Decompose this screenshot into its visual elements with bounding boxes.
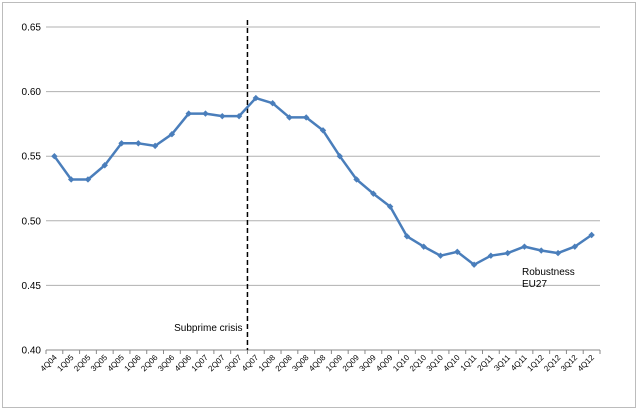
subprime-crisis-label: Subprime crisis bbox=[174, 323, 242, 334]
y-tick-label: 0.40 bbox=[22, 346, 42, 357]
data-point bbox=[538, 247, 545, 254]
x-tick-label: 4Q06 bbox=[173, 353, 194, 374]
data-point bbox=[185, 110, 192, 117]
y-tick-label: 0.65 bbox=[22, 23, 42, 34]
x-axis-ticks: 4Q041Q052Q053Q054Q051Q062Q063Q064Q061Q07… bbox=[39, 350, 601, 374]
x-tick-label: 3Q07 bbox=[223, 353, 244, 374]
data-point bbox=[202, 110, 209, 117]
data-point bbox=[151, 142, 159, 150]
data-point bbox=[84, 176, 92, 183]
data-point bbox=[303, 114, 310, 121]
x-tick-label: 4Q09 bbox=[374, 353, 395, 374]
x-tick-label: 4Q12 bbox=[576, 353, 597, 374]
data-point bbox=[403, 233, 411, 240]
data-point bbox=[521, 243, 528, 250]
x-tick-label: 2Q07 bbox=[206, 353, 227, 374]
x-tick-label: 1Q10 bbox=[391, 353, 412, 374]
x-tick-label: 4Q11 bbox=[509, 353, 529, 373]
series-line bbox=[53, 96, 593, 266]
x-tick-label: 3Q06 bbox=[156, 353, 177, 374]
y-tick-label: 0.55 bbox=[22, 152, 42, 163]
x-tick-label: 2Q10 bbox=[408, 353, 429, 374]
x-tick-label: 2Q08 bbox=[274, 353, 295, 374]
data-point bbox=[386, 203, 394, 210]
x-tick-label: 4Q10 bbox=[442, 353, 463, 374]
data-point bbox=[219, 112, 226, 120]
y-tick-label: 0.60 bbox=[22, 87, 42, 98]
data-point bbox=[554, 249, 562, 257]
data-point bbox=[168, 131, 176, 138]
x-tick-label: 3Q12 bbox=[559, 353, 580, 374]
data-point bbox=[235, 112, 243, 120]
chart-frame bbox=[2, 2, 636, 408]
x-tick-label: 2Q12 bbox=[542, 353, 563, 374]
x-tick-label: 2Q09 bbox=[341, 353, 362, 374]
x-tick-label: 3Q08 bbox=[290, 353, 311, 374]
data-point bbox=[101, 162, 108, 169]
data-point bbox=[353, 176, 360, 183]
x-tick-label: 1Q05 bbox=[55, 353, 76, 374]
y-tick-label: 0.45 bbox=[22, 281, 42, 292]
data-point bbox=[135, 140, 142, 147]
data-point bbox=[571, 243, 579, 250]
x-tick-label: 1Q07 bbox=[190, 353, 211, 374]
x-tick-label: 1Q06 bbox=[123, 353, 144, 374]
x-tick-label: 1Q09 bbox=[324, 353, 345, 374]
x-tick-label: 4Q07 bbox=[240, 353, 261, 374]
data-point bbox=[504, 249, 511, 257]
data-point bbox=[319, 127, 327, 134]
x-tick-label: 4Q08 bbox=[307, 353, 328, 374]
data-point bbox=[118, 140, 125, 147]
data-point bbox=[470, 261, 478, 268]
x-tick-label: 3Q11 bbox=[492, 353, 512, 373]
data-point bbox=[252, 94, 260, 102]
y-axis-ticks: 0.40 0.45 0.50 0.55 0.60 0.65 bbox=[22, 23, 42, 357]
x-tick-label: 3Q09 bbox=[358, 353, 379, 374]
data-point bbox=[286, 114, 293, 121]
x-tick-label: 2Q05 bbox=[72, 353, 93, 374]
data-point bbox=[269, 100, 276, 107]
x-tick-label: 3Q10 bbox=[425, 353, 446, 374]
x-tick-label: 1Q12 bbox=[525, 353, 546, 374]
data-point bbox=[588, 231, 595, 239]
data-point bbox=[67, 176, 75, 183]
x-tick-label: 1Q11 bbox=[459, 353, 479, 373]
series-label-line1: Robustness bbox=[522, 267, 575, 278]
gridlines bbox=[46, 26, 600, 351]
data-point bbox=[420, 243, 427, 250]
x-tick-label: 3Q05 bbox=[89, 353, 110, 374]
data-point bbox=[454, 248, 461, 256]
data-point bbox=[487, 252, 495, 259]
series-label-line2: EU27 bbox=[522, 279, 547, 290]
x-tick-label: 1Q08 bbox=[257, 353, 278, 374]
x-tick-label: 4Q04 bbox=[39, 353, 60, 374]
data-point bbox=[437, 252, 444, 259]
data-point bbox=[370, 190, 377, 197]
x-tick-label: 4Q05 bbox=[106, 353, 127, 374]
data-point bbox=[336, 153, 343, 160]
x-tick-label: 2Q06 bbox=[139, 353, 160, 374]
x-tick-label: 2Q11 bbox=[476, 353, 496, 373]
series-robustness bbox=[51, 94, 595, 268]
data-point bbox=[51, 153, 58, 160]
y-tick-label: 0.50 bbox=[22, 216, 42, 227]
